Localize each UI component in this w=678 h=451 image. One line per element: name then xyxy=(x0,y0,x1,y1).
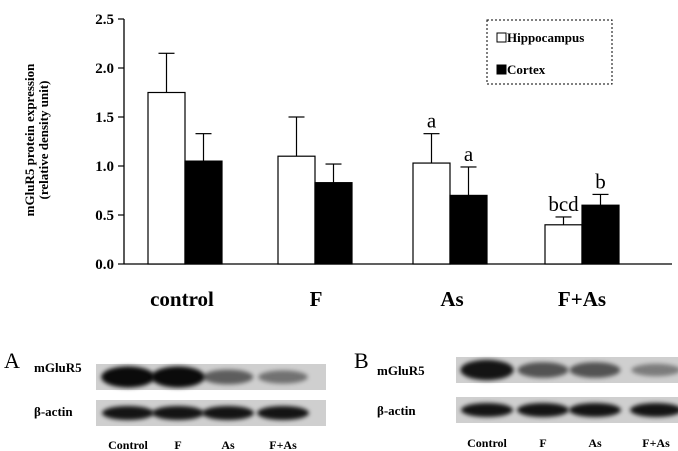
bar-cortex-f-as xyxy=(581,204,620,265)
blot-lane-label: Control xyxy=(467,436,507,450)
blot-lane-label: As xyxy=(588,436,602,450)
y-tick-label: 0.0 xyxy=(95,257,114,273)
x-axis: control F As F+As xyxy=(124,263,672,311)
bars: a bcd a b xyxy=(147,52,620,265)
x-category-label: F xyxy=(310,287,323,311)
y-axis-title: mGluR5 protein expression (relative densi… xyxy=(22,63,51,216)
legend-swatch xyxy=(496,32,507,43)
blot-band xyxy=(517,362,569,378)
x-category-label: control xyxy=(150,287,214,311)
significance-label: a xyxy=(464,142,474,166)
blot-lane-label: F xyxy=(174,438,181,451)
y-tick-label: 2.5 xyxy=(95,12,114,28)
bar-chart: mGluR5 protein expression (relative densi… xyxy=(22,12,672,311)
significance-label: b xyxy=(595,169,606,193)
blot-row-label: β-actin xyxy=(377,403,416,418)
blot-band xyxy=(152,406,204,420)
blot-lane-label: F+As xyxy=(642,436,670,450)
bar-cortex-as xyxy=(449,194,488,265)
blot-band xyxy=(202,406,254,420)
blot-band xyxy=(631,363,678,377)
panel-letter: B xyxy=(354,348,369,373)
blot-band xyxy=(569,403,621,417)
y-axis: 0.0 0.5 1.0 1.5 2.0 2.5 xyxy=(95,12,125,273)
blot-lane-label: As xyxy=(221,438,235,451)
bar-hippocampus-as xyxy=(412,162,451,265)
blot-band xyxy=(101,366,155,388)
blot-row-label: β-actin xyxy=(34,404,73,419)
y-axis-title-line-2: (relative density unit) xyxy=(36,81,51,200)
blot-band xyxy=(630,403,678,417)
y-tick-label: 1.5 xyxy=(95,110,114,126)
legend-box xyxy=(486,19,613,85)
x-category-label: As xyxy=(440,287,463,311)
blot-band xyxy=(569,362,621,378)
bar-hippocampus-f-as xyxy=(544,224,583,265)
legend-label: Hippocampus xyxy=(507,30,584,45)
legend: Hippocampus Cortex xyxy=(486,19,613,85)
blot-lane-label: F xyxy=(539,436,546,450)
significance-label: bcd xyxy=(548,192,579,216)
blot-band xyxy=(202,369,254,385)
bar-cortex-f xyxy=(314,182,353,265)
y-tick-label: 0.5 xyxy=(95,208,114,224)
blot-row-label: mGluR5 xyxy=(34,360,82,375)
blot-lane-label: F+As xyxy=(269,438,297,451)
x-category-label: F+As xyxy=(558,287,606,311)
legend-swatch xyxy=(496,64,507,75)
blot-band xyxy=(257,406,309,420)
bar-hippocampus-control xyxy=(147,91,186,265)
blot-band xyxy=(461,403,513,417)
blot-row-label: mGluR5 xyxy=(377,363,425,378)
legend-label: Cortex xyxy=(507,62,546,77)
blot-band xyxy=(460,359,514,381)
blot-lane-label: Control xyxy=(108,438,148,451)
bar-hippocampus-f xyxy=(277,155,316,265)
blot-band xyxy=(517,403,569,417)
bar-cortex-control xyxy=(184,160,223,265)
blot-band xyxy=(102,406,154,420)
significance-label: a xyxy=(427,109,437,133)
y-axis-title-line-1: mGluR5 protein expression xyxy=(22,63,37,216)
blot-band xyxy=(258,370,308,384)
panel-letter: A xyxy=(4,348,20,373)
blot-band xyxy=(151,366,205,388)
y-tick-label: 2.0 xyxy=(95,61,114,77)
y-tick-label: 1.0 xyxy=(95,159,114,175)
